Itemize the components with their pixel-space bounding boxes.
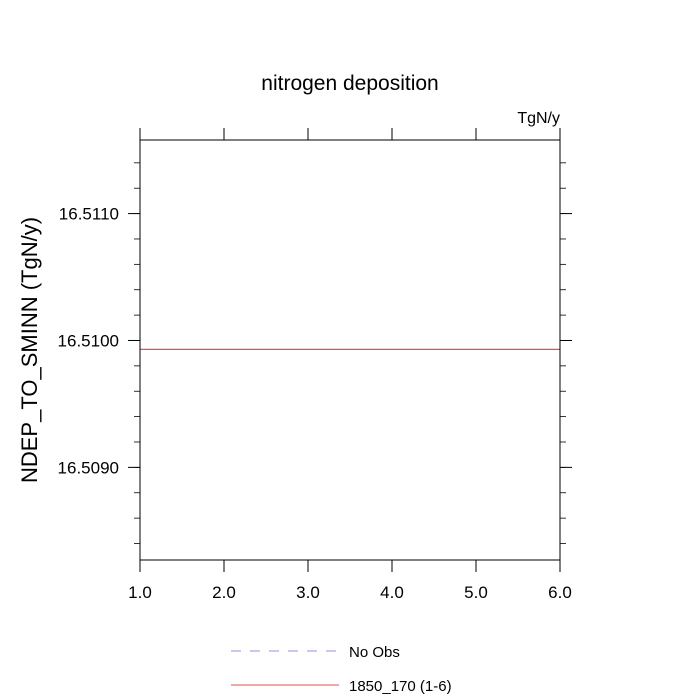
x-tick-label: 4.0 (380, 583, 404, 602)
x-tick-label: 2.0 (212, 583, 236, 602)
legend-label: No Obs (349, 644, 400, 661)
chart-title: nitrogen deposition (261, 72, 438, 95)
x-tick-label: 6.0 (548, 583, 572, 602)
legend: No Obs 1850_170 (1-6) (231, 644, 452, 695)
units-label: TgN/y (517, 110, 560, 127)
x-tick-label: 5.0 (464, 583, 488, 602)
plot-frame (139, 139, 561, 561)
y-axis-label: NDEP_TO_SMINN (TgN/y) (17, 217, 42, 483)
legend-label: 1850_170 (1-6) (349, 678, 452, 695)
y-tick-label: 16.5090 (58, 458, 119, 477)
y-tick-label: 16.5110 (59, 205, 119, 224)
x-tick-label: 1.0 (128, 583, 152, 602)
axes: 1.0 2.0 3.0 4.0 5.0 6.0 16.5090 16.5100 16.5110 (58, 128, 572, 602)
y-tick-label: 16.5100 (58, 331, 119, 350)
x-tick-label: 3.0 (296, 583, 320, 602)
